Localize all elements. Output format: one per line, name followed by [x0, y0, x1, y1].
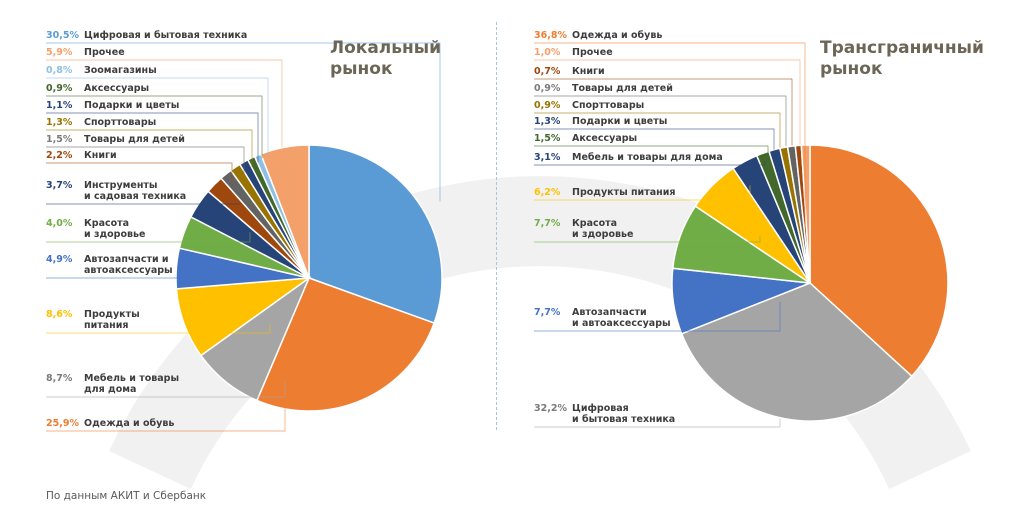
pie1-label-14-line-1: Прочее [84, 47, 125, 58]
pie2-label-7-line-1: Аксессуары [572, 133, 638, 144]
pie2-label-6-line-1: Мебель и товары для дома [572, 152, 723, 163]
pie2-title-line-2: рынок [820, 59, 883, 79]
pie1-pct-10: 1,3% [46, 117, 73, 128]
pie2-pct-4: 7,7% [534, 218, 561, 229]
pie1-label-3-line-2: для дома [84, 384, 137, 395]
pie1-label-7-line-2: и садовая техника [84, 191, 187, 202]
pie1-leader-13 [46, 77, 269, 156]
pie1-title-line-2: рынок [330, 59, 393, 79]
pie2-label-10-line-1: Товары для детей [572, 83, 673, 94]
pie2-label-4-line-2: и здоровье [572, 229, 634, 240]
pie1-leader-5 [46, 268, 261, 279]
pie1-leader-1 [46, 42, 441, 202]
pie1-label-12-line-1: Аксессуары [84, 83, 150, 94]
pie2-pct-10: 0,9% [534, 83, 561, 94]
pie2-leader-7 [534, 145, 769, 154]
pie2-leader-4 [534, 235, 761, 243]
pie1-pct-14: 5,9% [46, 47, 73, 58]
pie1-pct-2: 25,9% [46, 418, 79, 429]
pie2-label-12-line-1: Прочее [572, 47, 613, 58]
pie1-label-9-line-1: Товары для детей [84, 134, 185, 145]
pie2-leader-2 [534, 418, 781, 428]
pie2-pct-9: 0,9% [534, 100, 561, 111]
pie2-leader-1 [534, 42, 806, 228]
pie2-leader-10 [534, 95, 787, 147]
pie1-pct-6: 4,0% [46, 218, 73, 229]
pie2-label-3-line-1: Автозапчасти [572, 307, 647, 318]
pie1-pct-1: 30,5% [46, 30, 79, 41]
pie2-pct-2: 32,2% [534, 403, 567, 414]
pie2-title-line-1: Трансграничный [820, 38, 984, 58]
pie2-leader-5 [534, 185, 751, 201]
pie1-label-10-line-1: Спорттовары [84, 117, 157, 128]
pie2-leader-6 [534, 161, 766, 166]
pie2-leader-9 [534, 112, 781, 148]
pie1-label-1-line-1: Цифровая и бытовая техника [84, 30, 248, 41]
pie1-label-11-line-1: Подарки и цветы [84, 100, 180, 111]
pie1-leader-14 [46, 59, 283, 148]
pie1-slice-2 [255, 277, 436, 412]
pie1-slice-14 [259, 144, 310, 279]
pie2-label-2-line-1: Цифровая [572, 403, 629, 414]
pie1-leader-4 [46, 323, 271, 334]
pie1-pct-7: 3,7% [46, 180, 73, 191]
pie1-leader-10 [46, 129, 253, 168]
pie1-label-5-line-2: автоаксессуары [84, 265, 173, 276]
divider [496, 22, 497, 430]
pie2-pct-1: 36,8% [534, 30, 567, 41]
pie2-leader-12 [534, 59, 801, 146]
pie2-leader-3 [534, 301, 781, 332]
pie1-pct-3: 8,7% [46, 373, 73, 384]
pie1-leader-8 [46, 162, 233, 185]
pie2-label-9-line-1: Спорттовары [572, 100, 645, 111]
pie2-slice-12 [800, 144, 811, 284]
pie2-leader-8 [534, 128, 775, 150]
pie2-label-11-line-1: Книги [572, 66, 605, 77]
pie1-label-6-line-2: и здоровье [84, 229, 146, 240]
pie1-leader-3 [46, 381, 286, 398]
pie1-label-3-line-1: Мебель и товары [84, 373, 180, 384]
pie2-slice-2 [680, 282, 913, 422]
pie1-leader-9 [46, 146, 245, 175]
pie2-pct-3: 7,7% [534, 307, 561, 318]
pie2-pct-12: 1,0% [534, 47, 561, 58]
pie2-label-8-line-1: Подарки и цветы [572, 116, 668, 127]
pie2-leader-11 [534, 78, 793, 146]
pie2-label-1-line-1: Одежда и обувь [572, 30, 663, 41]
pie1-label-8-line-1: Книги [84, 150, 117, 161]
pie2-slice-1 [809, 144, 949, 378]
pie2-label-3-line-2: и автоаксессуары [572, 318, 671, 329]
pie2-label-4-line-1: Красота [572, 218, 618, 229]
pie2-pct-11: 0,7% [534, 66, 561, 77]
pie1-pct-12: 0,9% [46, 83, 73, 94]
pie1-pct-5: 4,9% [46, 254, 73, 265]
pie1-label-13-line-1: Зоомагазины [84, 65, 157, 76]
source-note: По данным АКИТ и Сбербанк [46, 490, 207, 502]
pie1-pct-4: 8,6% [46, 309, 73, 320]
pie1-pct-11: 1,1% [46, 100, 73, 111]
pie1-title-line-1: Локальный [330, 38, 442, 58]
pie1-leader-2 [46, 399, 286, 432]
pie2-pct-5: 6,2% [534, 187, 561, 198]
pie1-label-4-line-2: питания [84, 320, 129, 331]
pie1-label-2-line-1: Одежда и обувь [84, 418, 175, 429]
pie1-pct-13: 0,8% [46, 65, 73, 76]
pie1-label-5-line-1: Автозапчасти и [84, 254, 169, 265]
pie2-label-2-line-2: и бытовая техника [572, 414, 676, 425]
pie1-label-7-line-1: Инструменты [84, 180, 158, 191]
pie1-label-6-line-1: Красота [84, 218, 130, 229]
pie1-pct-9: 1,5% [46, 134, 73, 145]
pie1-pct-8: 2,2% [46, 150, 73, 161]
pie2-pct-6: 3,1% [534, 152, 561, 163]
pie1-slice-1 [308, 144, 443, 325]
pie2-pct-7: 1,5% [534, 133, 561, 144]
pie1-leader-12 [46, 95, 263, 159]
pie2-label-5-line-1: Продукты питания [572, 187, 676, 198]
pie2-pct-8: 1,3% [534, 116, 561, 127]
pie1-label-4-line-1: Продукты [84, 309, 140, 320]
pie1-leader-11 [46, 112, 259, 163]
pie1-leader-6 [46, 232, 251, 243]
